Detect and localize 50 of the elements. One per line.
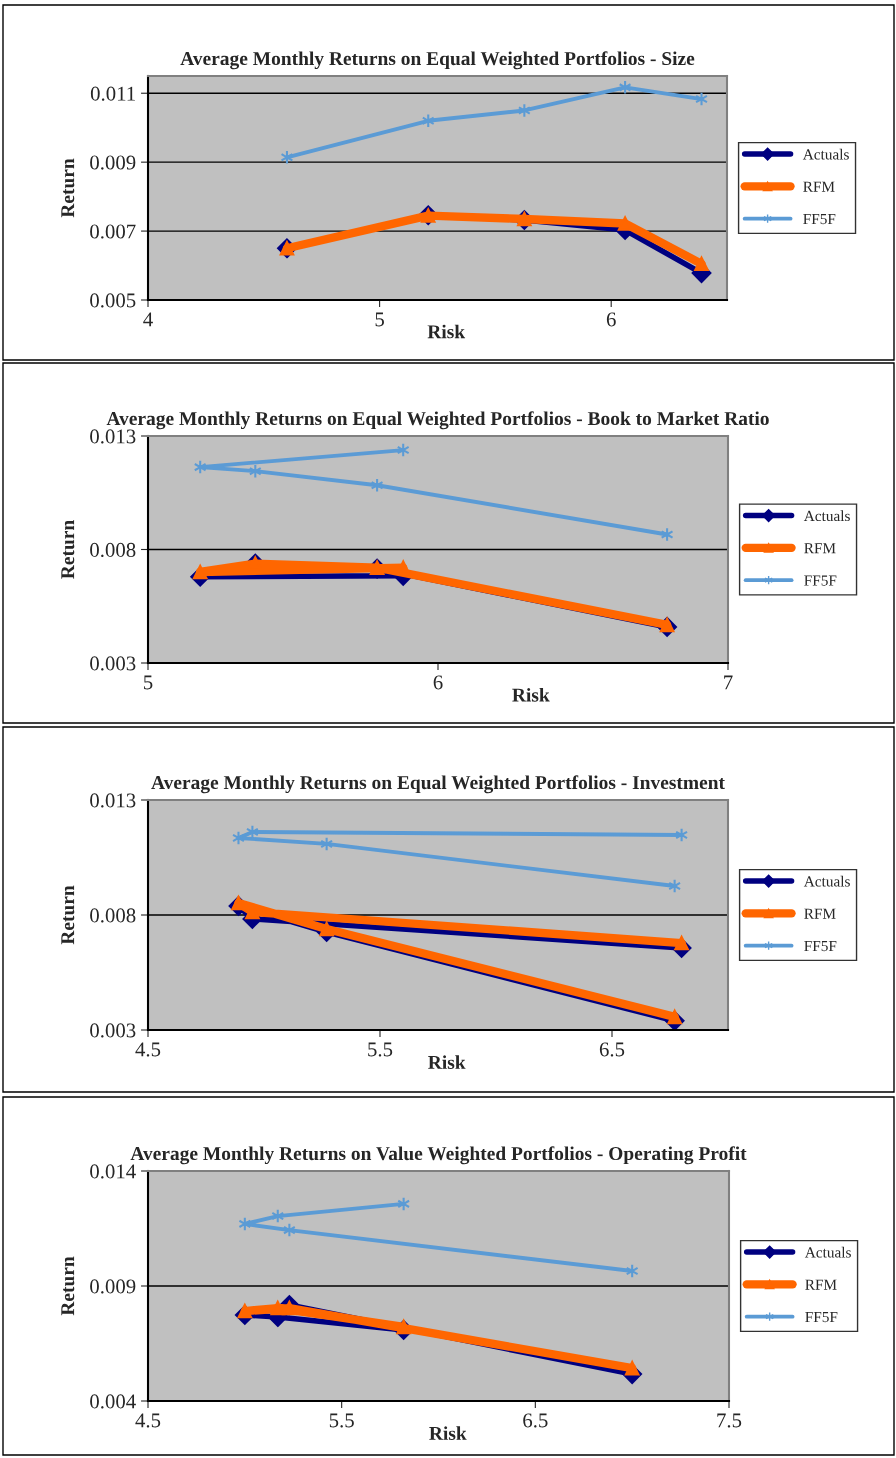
y-tick-label: 0.005 xyxy=(90,293,136,308)
y-tick-label: 0.014 xyxy=(90,1164,136,1179)
chart-title: Average Monthly Returns on Equal Weighted Portfolios - Investment xyxy=(151,775,725,794)
chart-title: Average Monthly Returns on Value Weighted Portfolios - Operating Profit xyxy=(130,1146,747,1165)
legend-label: RFM xyxy=(803,181,835,192)
x-tick-label: 6 xyxy=(606,312,616,327)
x-tick-label: 5 xyxy=(144,675,153,690)
legend-label: FF5F xyxy=(805,1312,838,1323)
y-tick-label: 0.008 xyxy=(90,542,136,558)
chart-title: Average Monthly Returns on Equal Weighted Portfolios - Size xyxy=(180,51,695,70)
x-tick-label: 4.5 xyxy=(135,1042,161,1057)
x-tick-label: 4.5 xyxy=(135,1413,161,1428)
y-tick-label: 0.009 xyxy=(90,1279,136,1294)
legend-label: RFM xyxy=(805,1279,837,1290)
chart-title: Average Monthly Returns on Equal Weighted Portfolios - Book to Market Ratio xyxy=(106,411,769,430)
x-tick-label: 5.5 xyxy=(329,1413,354,1428)
legend-label: FF5F xyxy=(803,214,836,225)
x-tick-label: 7 xyxy=(724,675,733,690)
x-tick-label: 5 xyxy=(375,312,384,327)
legend-label: FF5F xyxy=(804,575,837,586)
x-axis-title: Risk xyxy=(512,687,550,702)
legend-label: Actuals xyxy=(804,1246,851,1258)
x-tick-label: 5.5 xyxy=(368,1042,393,1057)
y-tick-label: 0.013 xyxy=(90,429,136,444)
y-tick-label: 0.003 xyxy=(90,1023,136,1038)
y-tick-label: 0.007 xyxy=(90,224,136,239)
x-tick-label: 6.5 xyxy=(523,1413,548,1428)
y-tick-label: 0.011 xyxy=(90,86,135,101)
y-axis-title: Return xyxy=(61,1256,75,1316)
y-tick-label: 0.008 xyxy=(90,908,136,923)
x-tick-label: 6.5 xyxy=(599,1042,625,1057)
y-axis-title: Return xyxy=(61,885,75,945)
legend-label: RFM xyxy=(804,543,836,554)
y-tick-label: 0.009 xyxy=(90,155,136,170)
x-axis-title: Risk xyxy=(429,1426,467,1440)
y-tick-label: 0.004 xyxy=(90,1394,136,1409)
x-tick-label: 6 xyxy=(433,675,443,690)
y-axis-title: Return xyxy=(61,158,75,218)
legend-label: Actuals xyxy=(802,148,849,160)
legend-label: Actuals xyxy=(803,510,850,522)
legend-label: FF5F xyxy=(804,941,837,952)
x-axis-title: Risk xyxy=(427,324,466,339)
legend-label: Actuals xyxy=(803,875,850,887)
y-axis-title: Return xyxy=(61,520,75,579)
x-axis-title: Risk xyxy=(428,1055,466,1069)
x-tick-label: 4 xyxy=(143,312,153,327)
x-tick-label: 7.5 xyxy=(717,1413,742,1428)
legend-label: RFM xyxy=(804,908,836,919)
y-tick-label: 0.003 xyxy=(90,656,136,671)
y-tick-label: 0.013 xyxy=(90,793,136,808)
